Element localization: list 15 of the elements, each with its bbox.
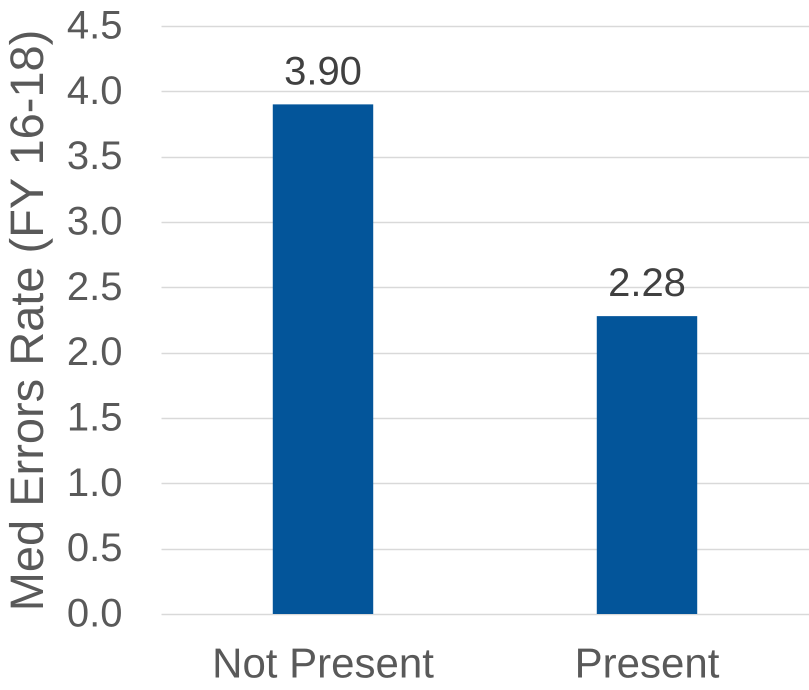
y-tick-label: 0.0 [66,592,122,636]
y-tick-label: 1.0 [66,460,122,505]
y-tick-label: 4.5 [66,4,122,48]
y-tick-label: 3.0 [66,200,122,244]
y-tick-label: 1.5 [66,396,122,440]
y-tick-label: 2.5 [66,264,122,309]
x-tick-label: Present [574,640,720,686]
data-label: 2.28 [608,261,686,306]
y-axis-title: Med Errors Rate (FY 16-18) [0,30,53,612]
y-tick-label: 3.5 [66,134,122,178]
x-tick-label: Not Present [212,640,434,686]
y-tick-label: 2.0 [66,330,122,374]
y-tick-label: 4.0 [66,68,122,113]
y-tick-label: 0.5 [66,526,122,570]
data-label: 3.90 [284,49,362,94]
